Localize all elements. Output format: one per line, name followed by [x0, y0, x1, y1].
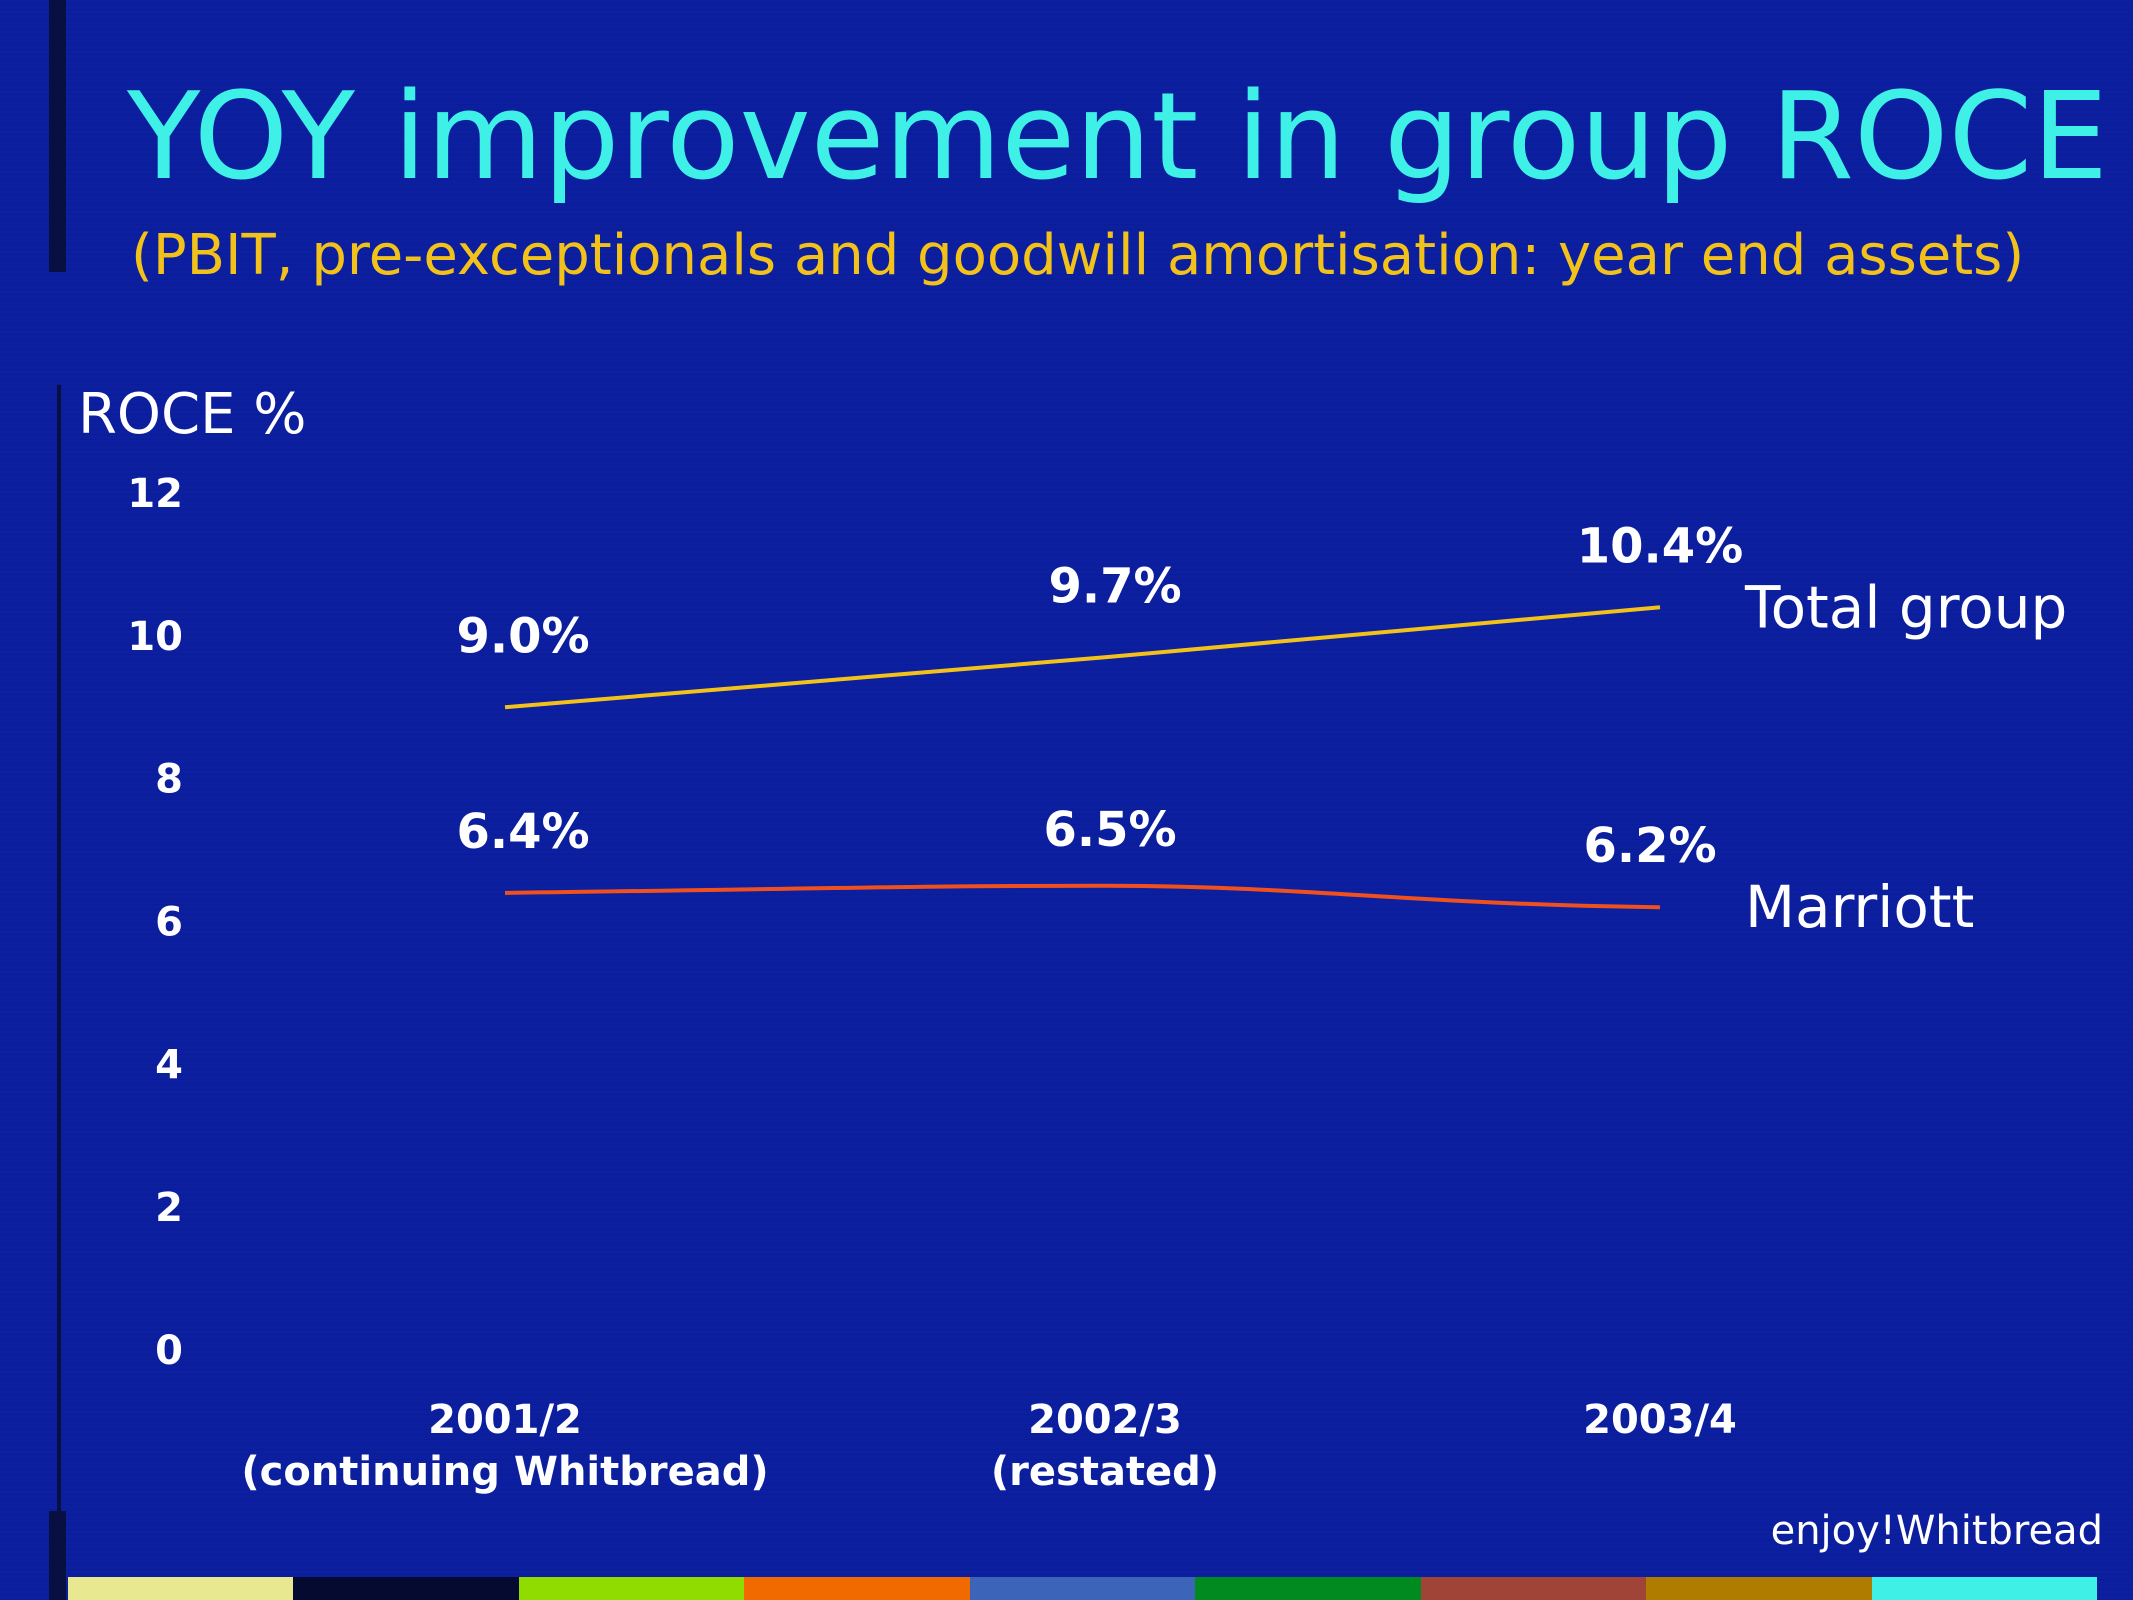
x-category-label: (restated) [991, 1449, 1219, 1495]
color-strip-segment [969, 1577, 1196, 1600]
color-strip-segment [744, 1577, 970, 1600]
side-bar-top [49, 0, 66, 272]
series-name-label: Marriott [1745, 873, 1974, 941]
y-tick-label: 10 [127, 614, 183, 660]
slide-subtitle: (PBIT, pre-exceptionals and goodwill amo… [131, 223, 2025, 288]
x-category-label: 2002/3 [1028, 1397, 1182, 1443]
left-rule [57, 385, 61, 1600]
color-strip-segment [68, 1577, 294, 1600]
y-tick-label: 4 [155, 1042, 183, 1088]
x-category-label: 2003/4 [1583, 1397, 1737, 1443]
data-label: 6.2% [1583, 818, 1716, 874]
series-name-label: Total group [1744, 573, 2067, 641]
data-label: 9.7% [1048, 558, 1181, 614]
y-tick-label: 0 [155, 1328, 183, 1374]
y-axis-title: ROCE % [78, 382, 306, 447]
color-strip-segment [1646, 1577, 1872, 1600]
data-label: 10.4% [1577, 518, 1744, 574]
y-tick-label: 12 [127, 471, 183, 517]
series-line-marriott [504, 883, 1661, 910]
y-tick-label: 2 [155, 1185, 183, 1231]
data-label: 9.0% [456, 608, 589, 664]
data-label: 6.5% [1043, 802, 1176, 858]
data-label: 6.4% [456, 804, 589, 860]
series-line-total-group [504, 605, 1661, 710]
color-strip-segment [293, 1577, 519, 1600]
color-strip-segment [1420, 1577, 1647, 1600]
footer-brand: enjoy!Whitbread [1770, 1508, 2103, 1554]
slide-title: YOY improvement in group ROCE [127, 68, 2109, 207]
color-strip [68, 1577, 2097, 1600]
color-strip-segment [1871, 1577, 2097, 1600]
color-strip-segment [518, 1577, 745, 1600]
color-strip-segment [1195, 1577, 1421, 1600]
y-tick-label: 8 [155, 757, 183, 803]
x-category-label: 2001/2 [428, 1397, 582, 1443]
y-tick-label: 6 [155, 900, 183, 946]
x-category-label: (continuing Whitbread) [241, 1449, 768, 1495]
